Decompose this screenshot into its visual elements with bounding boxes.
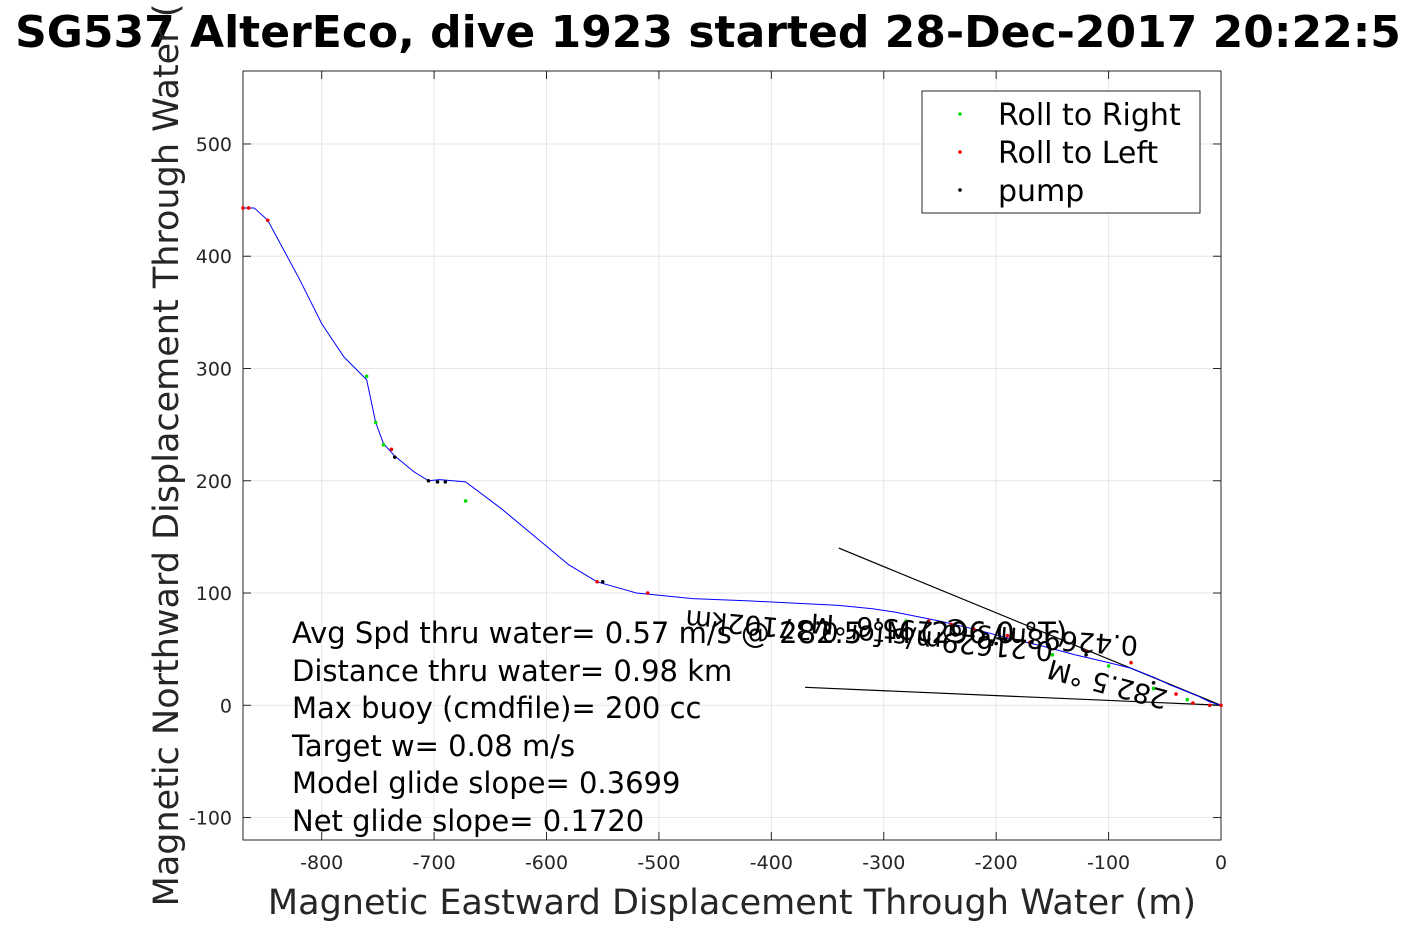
x-axis-label: Magnetic Eastward Displacement Through W… <box>268 883 1196 923</box>
legend-label-roll-left: Roll to Left <box>998 136 1158 171</box>
marker-roll-to-left <box>389 447 394 452</box>
y-tick-label: -100 <box>189 808 232 830</box>
x-tick-label: -600 <box>525 852 568 874</box>
legend-label-roll-right: Roll to Right <box>998 98 1181 133</box>
marker-roll-to-left <box>1129 660 1133 665</box>
y-tick-label: 100 <box>196 583 232 605</box>
legend-label-pump: pump <box>998 174 1084 209</box>
marker-roll-to-right <box>1050 652 1055 657</box>
x-tick-label: -300 <box>862 852 905 874</box>
annotation-max-buoy: Max buoy (cmdfile)= 200 cc <box>292 691 701 725</box>
marker-roll-to-left <box>971 627 976 631</box>
annotation-net-glide: Net glide slope= 0.1720 <box>292 804 644 838</box>
marker-roll-to-right <box>1185 697 1190 702</box>
annotation-block: Avg Spd thru water= 0.57 m/s @ 282.5 °M … <box>291 616 1067 838</box>
marker-roll-to-left <box>1191 701 1195 705</box>
legend-marker-roll-left <box>958 150 962 154</box>
y-tick-label: 400 <box>196 246 232 268</box>
marker-pump <box>426 478 431 483</box>
marker-roll-to-right <box>381 443 386 447</box>
marker-roll-to-left <box>1028 640 1032 645</box>
series-layer <box>241 206 1223 708</box>
annotation-avg-speed: Avg Spd thru water= 0.57 m/s @ 282.5 °M … <box>292 616 1067 650</box>
y-tick-label: 200 <box>196 471 232 493</box>
marker-pump <box>435 480 440 484</box>
y-tick-label: 300 <box>196 358 232 380</box>
axes-box <box>242 70 1222 841</box>
annotation-target-w: Target w= 0.08 m/s <box>291 729 575 763</box>
legend-box <box>921 90 1201 214</box>
annotation-distance: Distance thru water= 0.98 km <box>292 654 732 688</box>
marker-roll-to-left <box>265 218 270 223</box>
legend-marker-pump <box>958 188 962 192</box>
marker-roll-to-left <box>926 619 931 623</box>
y-tick-label: 0 <box>220 695 232 717</box>
marker-roll-to-left <box>1174 692 1178 696</box>
marker-roll-to-left <box>1207 703 1212 708</box>
marker-roll-to-left <box>1005 633 1010 638</box>
x-tick-label: -200 <box>975 852 1018 874</box>
reference-line <box>805 686 1222 706</box>
marker-pump <box>600 579 605 584</box>
x-tick-label: -500 <box>637 852 680 874</box>
marker-roll-to-left <box>246 206 251 210</box>
marker-roll-to-right <box>373 420 378 425</box>
chart-title: SG537 AlterEco, dive 1923 started 28-Dec… <box>15 7 1401 58</box>
x-tick-label: -400 <box>750 852 793 874</box>
marker-roll-to-right <box>1151 686 1156 691</box>
annotation-model-glide: Model glide slope= 0.3699 <box>292 766 680 800</box>
y-axis-label: Magnetic Northward Displacement Through … <box>147 4 187 907</box>
marker-roll-to-right <box>1106 664 1111 668</box>
marker-pump <box>392 455 397 459</box>
marker-pump <box>443 480 448 484</box>
marker-pump <box>1151 681 1156 685</box>
marker-roll-to-left <box>595 579 599 584</box>
x-tick-label: -800 <box>300 852 343 874</box>
y-tick-label: 500 <box>196 134 232 156</box>
marker-roll-to-right <box>463 499 468 503</box>
x-tick-label: -100 <box>1087 852 1130 874</box>
legend: Roll to Right Roll to Left pump <box>921 90 1201 214</box>
marker-roll-to-right <box>904 619 909 623</box>
tick-layer: -800 -700 -600 -500 -400 -300 -200 -100 0 -100 0 10… <box>189 71 1227 874</box>
marker-pump <box>1084 652 1088 657</box>
marker-roll-to-left <box>645 591 650 595</box>
marker-roll-to-left <box>241 206 245 210</box>
marker-roll-to-right <box>364 374 369 379</box>
marker-pump <box>994 641 998 646</box>
marker-roll-to-left <box>1219 703 1223 708</box>
x-tick-label: 0 <box>1215 852 1227 874</box>
marker-roll-to-left <box>949 622 954 627</box>
x-tick-label: -700 <box>413 852 456 874</box>
track-line <box>243 207 1222 706</box>
legend-marker-roll-right <box>958 112 962 116</box>
marker-roll-to-left <box>1084 649 1088 654</box>
